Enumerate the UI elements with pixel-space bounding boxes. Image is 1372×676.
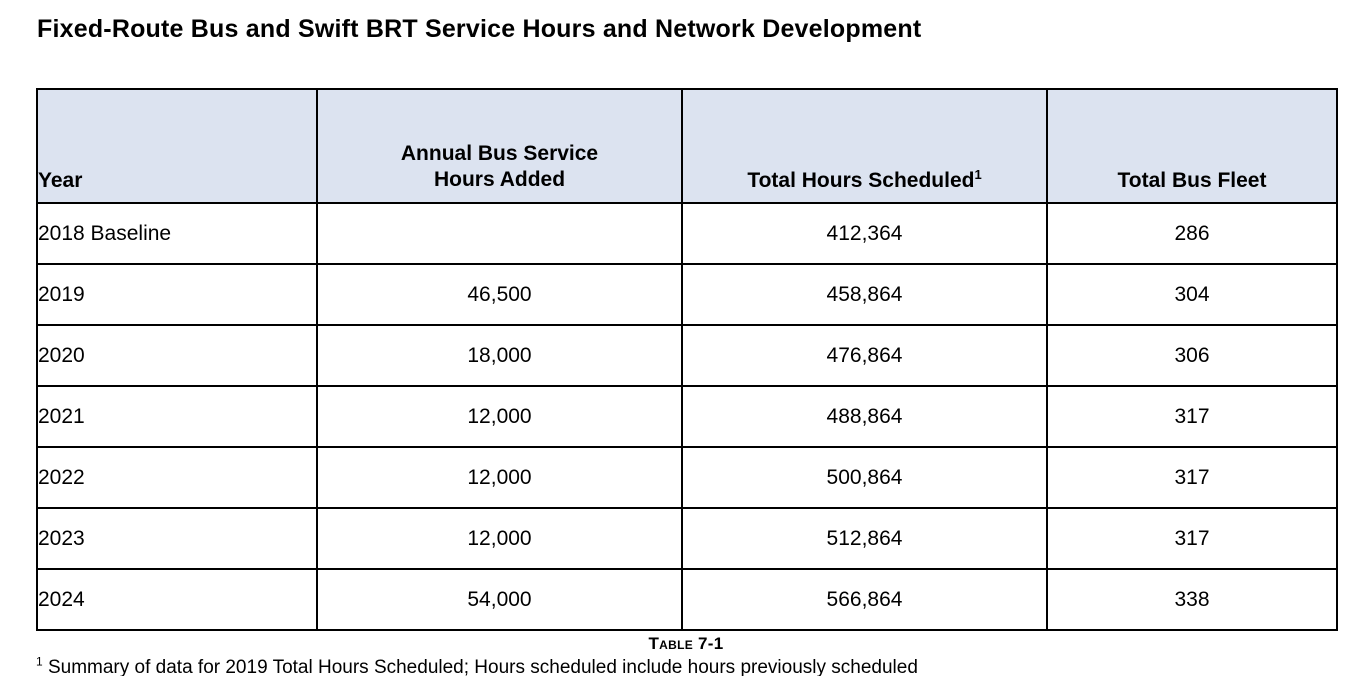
- footnote-marker: 1: [36, 654, 43, 669]
- column-header-hours-added-line2: Hours Added: [433, 168, 566, 191]
- fleet-cell: 317: [1046, 385, 1338, 448]
- hours-added-cell: 12,000: [316, 446, 683, 509]
- total-hours-cell: 458,864: [681, 263, 1048, 326]
- hours-added-cell: 54,000: [316, 568, 683, 631]
- table-row: 2019 46,500 458,864 304: [36, 263, 1338, 326]
- column-header-year: Year: [36, 88, 318, 204]
- year-cell: 2020: [36, 324, 318, 387]
- table-row: 2020 18,000 476,864 306: [36, 324, 1338, 387]
- hours-added-cell: [316, 202, 683, 265]
- table-body: 2018 Baseline 412,364 286 2019 46,500 458,864…: [36, 202, 1338, 631]
- footnote-reference-superscript: 1: [974, 167, 982, 182]
- total-hours-cell: 488,864: [681, 385, 1048, 448]
- fleet-cell: 306: [1046, 324, 1338, 387]
- table-row: 2024 54,000 566,864 338: [36, 568, 1338, 631]
- service-hours-table: Year Annual Bus Service Hours Added Tota…: [36, 88, 1338, 631]
- column-header-hours-added: Annual Bus Service Hours Added: [316, 88, 683, 204]
- footnote: 1 Summary of data for 2019 Total Hours S…: [36, 656, 1372, 676]
- hours-added-cell: 18,000: [316, 324, 683, 387]
- total-hours-cell: 512,864: [681, 507, 1048, 570]
- column-header-total-hours-label: Total Hours Scheduled: [747, 169, 975, 192]
- table-row: 2021 12,000 488,864 317: [36, 385, 1338, 448]
- fleet-cell: 286: [1046, 202, 1338, 265]
- fleet-cell: 338: [1046, 568, 1338, 631]
- table-header-row: Year Annual Bus Service Hours Added Tota…: [36, 88, 1338, 204]
- year-cell: 2021: [36, 385, 318, 448]
- table-row: 2023 12,000 512,864 317: [36, 507, 1338, 570]
- year-cell: 2019: [36, 263, 318, 326]
- total-hours-cell: 412,364: [681, 202, 1048, 265]
- year-cell: 2022: [36, 446, 318, 509]
- table-row: 2018 Baseline 412,364 286: [36, 202, 1338, 265]
- column-header-total-hours: Total Hours Scheduled1: [681, 88, 1048, 204]
- fleet-cell: 304: [1046, 263, 1338, 326]
- year-cell: 2023: [36, 507, 318, 570]
- total-hours-cell: 500,864: [681, 446, 1048, 509]
- page-title: Fixed-Route Bus and Swift BRT Service Ho…: [37, 15, 922, 43]
- column-header-total-fleet: Total Bus Fleet: [1046, 88, 1338, 204]
- table-caption: Table 7-1: [648, 634, 724, 653]
- year-cell: 2018 Baseline: [36, 202, 318, 265]
- fleet-cell: 317: [1046, 507, 1338, 570]
- total-hours-cell: 476,864: [681, 324, 1048, 387]
- year-cell: 2024: [36, 568, 318, 631]
- footnote-text: Summary of data for 2019 Total Hours Sch…: [42, 657, 918, 676]
- hours-added-cell: 46,500: [316, 263, 683, 326]
- hours-added-cell: 12,000: [316, 507, 683, 570]
- column-header-hours-added-line1: Annual Bus Service: [400, 142, 599, 165]
- fleet-cell: 317: [1046, 446, 1338, 509]
- table-row: 2022 12,000 500,864 317: [36, 446, 1338, 509]
- hours-added-cell: 12,000: [316, 385, 683, 448]
- total-hours-cell: 566,864: [681, 568, 1048, 631]
